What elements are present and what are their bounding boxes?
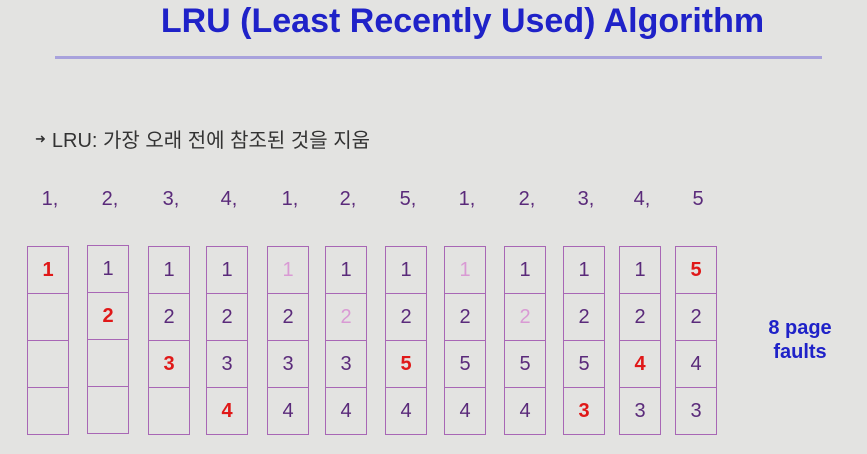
frame-cell: 2 [505, 294, 545, 341]
frame-cell: 2 [386, 294, 426, 341]
fault-line-1: 8 page [768, 317, 832, 339]
frame-cell: 3 [690, 399, 702, 422]
frame-cell: 1 [88, 246, 128, 293]
frame-cell [88, 340, 128, 387]
bullet-text: LRU: 가장 오래 전에 참조된 것을 지움 [51, 130, 371, 152]
frame-cell: 1 [564, 247, 604, 294]
slide-title: LRU (Least Recently Used) Algorithm [160, 2, 765, 40]
frame-cell: 1 [620, 247, 660, 294]
reference-item: 2, [101, 188, 119, 210]
frame-cell: 3 [207, 341, 247, 388]
reference-item: 4, [220, 188, 238, 210]
frame-cell: 2 [676, 294, 716, 341]
frame-cell [149, 388, 189, 434]
frame-cell [28, 294, 68, 341]
frame-cell: 2 [445, 294, 485, 341]
frame-cell: 2 [88, 293, 128, 340]
frame-cell: 4 [620, 341, 660, 388]
frame-cell: 4 [519, 399, 531, 422]
frame-cell: 5 [505, 341, 545, 388]
frame-cell [28, 388, 68, 434]
reference-item: 5, [399, 188, 417, 210]
frame-cell: 4 [459, 399, 471, 422]
reference-item: 2, [518, 188, 536, 210]
frame-cell: 3 [578, 399, 590, 422]
reference-item: 3, [162, 188, 180, 210]
frame-cell: 4 [282, 399, 294, 422]
reference-item: 3, [577, 188, 595, 210]
frame-cell: 5 [564, 341, 604, 388]
frame-cell: 1 [505, 247, 545, 294]
frame-column: 1 [27, 246, 69, 435]
frame-cell: 1 [28, 247, 68, 294]
frame-cell: 2 [268, 294, 308, 341]
frame-cell: 5 [386, 341, 426, 388]
frame-cell: 5 [676, 247, 716, 294]
frame-cell: 4 [676, 341, 716, 388]
frame-cell: 2 [149, 294, 189, 341]
frame-cell: 3 [634, 399, 646, 422]
frame-cell: 2 [564, 294, 604, 341]
reference-item: 1, [458, 188, 476, 210]
reference-item: 4, [633, 188, 651, 210]
frame-cell: 2 [207, 294, 247, 341]
reference-item: 1, [281, 188, 299, 210]
frame-cell: 1 [268, 247, 308, 294]
frame-cell: 5 [445, 341, 485, 388]
title-divider [55, 56, 822, 59]
frame-cell: 4 [400, 399, 412, 422]
frame-cell: 2 [620, 294, 660, 341]
frame-cell: 1 [445, 247, 485, 294]
frame-cell: 4 [221, 399, 233, 422]
reference-item: 5 [692, 188, 704, 210]
reference-item: 1, [41, 188, 59, 210]
frame-cell: 1 [386, 247, 426, 294]
bullet-point: ➜ LRU: 가장 오래 전에 참조된 것을 지움 [35, 124, 370, 153]
frame-cell [28, 341, 68, 388]
frame-cell [88, 387, 128, 433]
frame-cell: 1 [149, 247, 189, 294]
frame-cell: 4 [340, 399, 352, 422]
frame-cell: 1 [326, 247, 366, 294]
frame-cell: 1 [207, 247, 247, 294]
page-fault-count: 8 page faults [745, 316, 855, 364]
fault-line-2: faults [773, 341, 827, 363]
frame-cell: 2 [326, 294, 366, 341]
reference-item: 2, [339, 188, 357, 210]
arrow-bullet-icon: ➜ [35, 130, 46, 146]
frame-cell: 3 [268, 341, 308, 388]
frame-cell: 3 [149, 341, 189, 388]
frame-cell: 3 [326, 341, 366, 388]
